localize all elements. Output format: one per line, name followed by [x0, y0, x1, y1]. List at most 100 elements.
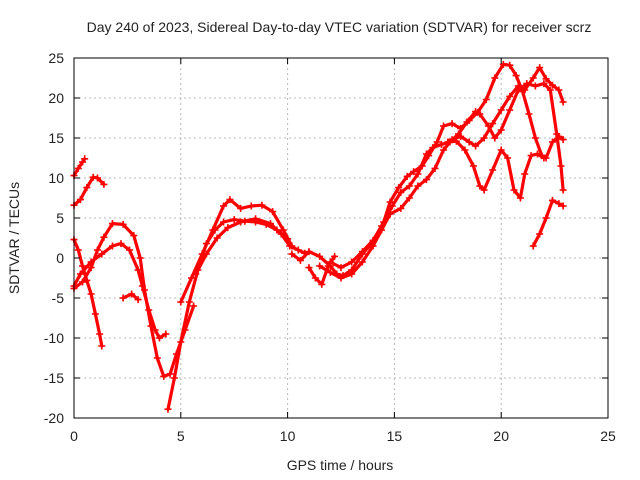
- data-point-marker: [324, 262, 332, 270]
- y-tick-label: 15: [48, 130, 64, 146]
- data-point-marker: [397, 188, 405, 196]
- series-trace-15: [529, 196, 567, 250]
- data-point-marker: [504, 154, 512, 162]
- data-point-marker: [108, 242, 116, 250]
- data-point-marker: [480, 186, 488, 194]
- series-trace-14: [444, 137, 548, 202]
- series-layer: [70, 60, 567, 413]
- data-point-marker: [469, 162, 477, 170]
- data-point-marker: [422, 176, 430, 184]
- data-point-marker: [277, 230, 285, 238]
- data-point-marker: [506, 106, 514, 114]
- data-point-marker: [74, 246, 82, 254]
- data-point-marker: [516, 194, 524, 202]
- data-point-marker: [294, 246, 302, 254]
- data-point-marker: [405, 194, 413, 202]
- data-point-marker: [190, 302, 198, 310]
- tick-layer: 0 5 10 15 20 25 -20 -15 -10 -5 0 5 10 15 20 25: [44, 50, 616, 444]
- data-point-marker: [529, 74, 537, 82]
- data-point-marker: [100, 233, 108, 241]
- data-point-marker: [557, 162, 565, 170]
- data-point-marker: [358, 248, 366, 256]
- data-point-marker: [258, 201, 266, 209]
- data-point-marker: [91, 310, 99, 318]
- data-point-marker: [546, 86, 554, 94]
- data-point-marker: [155, 334, 163, 342]
- data-point-marker: [76, 270, 84, 278]
- data-point-marker: [187, 274, 195, 282]
- data-point-marker: [220, 218, 228, 226]
- y-tick-label: 10: [48, 170, 64, 186]
- data-point-marker: [76, 196, 84, 204]
- data-point-marker: [386, 198, 394, 206]
- data-point-marker: [452, 137, 460, 145]
- data-point-marker: [403, 172, 411, 180]
- data-point-marker: [542, 214, 550, 222]
- data-point-marker: [540, 80, 548, 88]
- data-point-marker: [305, 264, 313, 272]
- data-point-marker: [305, 248, 313, 256]
- data-point-marker: [160, 372, 168, 380]
- data-point-marker: [311, 274, 319, 282]
- data-point-marker: [230, 216, 238, 224]
- data-point-marker: [497, 126, 505, 134]
- data-point-marker: [559, 98, 567, 106]
- data-point-marker: [529, 242, 537, 250]
- data-point-marker: [369, 236, 377, 244]
- data-point-marker: [521, 86, 529, 94]
- data-point-marker: [83, 184, 91, 192]
- data-point-marker: [429, 144, 437, 152]
- data-point-marker: [358, 258, 366, 266]
- x-tick-label: 0: [70, 428, 78, 444]
- y-tick-label: -10: [44, 330, 64, 346]
- data-point-marker: [147, 322, 155, 330]
- data-point-marker: [100, 180, 108, 188]
- data-point-marker: [108, 220, 116, 228]
- data-point-marker: [512, 72, 520, 80]
- data-point-marker: [542, 75, 550, 83]
- data-point-marker: [536, 64, 544, 72]
- data-point-marker: [555, 86, 563, 94]
- data-point-marker: [348, 258, 356, 266]
- data-point-marker: [465, 138, 473, 146]
- data-point-marker: [119, 220, 127, 228]
- data-point-marker: [414, 182, 422, 190]
- data-point-marker: [454, 130, 462, 138]
- data-point-marker: [81, 155, 89, 163]
- data-point-marker: [74, 164, 82, 172]
- data-point-marker: [79, 278, 87, 286]
- data-point-marker: [448, 120, 456, 128]
- data-point-marker: [472, 142, 480, 150]
- data-point-marker: [484, 122, 492, 130]
- data-point-marker: [119, 294, 127, 302]
- data-point-marker: [269, 208, 277, 216]
- data-point-marker: [536, 230, 544, 238]
- data-point-marker: [405, 182, 413, 190]
- data-point-marker: [480, 134, 488, 142]
- data-point-marker: [491, 134, 499, 142]
- data-point-marker: [153, 354, 161, 362]
- data-point-marker: [130, 232, 138, 240]
- y-tick-label: -20: [44, 410, 64, 426]
- y-tick-label: 25: [48, 50, 64, 66]
- data-point-marker: [410, 168, 418, 176]
- data-point-marker: [316, 252, 324, 260]
- series-line: [72, 175, 106, 207]
- series-trace-13: [305, 252, 339, 288]
- data-point-marker: [559, 202, 567, 210]
- data-point-marker: [548, 81, 556, 89]
- data-point-marker: [267, 220, 275, 228]
- data-point-marker: [185, 298, 193, 306]
- data-point-marker: [527, 152, 535, 160]
- data-point-marker: [414, 170, 422, 178]
- data-point-marker: [497, 106, 505, 114]
- data-point-marker: [489, 166, 497, 174]
- data-point-marker: [237, 218, 245, 226]
- series-trace-6: [119, 290, 142, 304]
- data-point-marker: [395, 184, 403, 192]
- data-point-marker: [98, 342, 106, 350]
- data-point-marker: [440, 122, 448, 130]
- data-point-marker: [318, 280, 326, 288]
- data-point-marker: [482, 96, 490, 104]
- data-point-marker: [202, 250, 210, 258]
